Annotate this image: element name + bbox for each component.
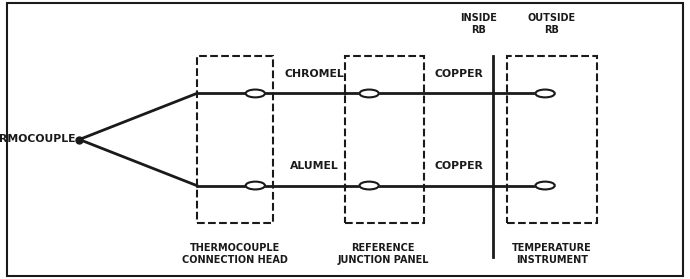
Text: CHROMEL: CHROMEL (284, 69, 344, 79)
Circle shape (535, 182, 555, 189)
Bar (197, 56, 273, 223)
Circle shape (359, 182, 379, 189)
Text: ALUMEL: ALUMEL (290, 161, 338, 171)
Text: COPPER: COPPER (435, 69, 483, 79)
Bar (345, 56, 424, 223)
Circle shape (246, 90, 265, 97)
Text: THERMOCOUPLE
CONNECTION HEAD: THERMOCOUPLE CONNECTION HEAD (181, 243, 288, 265)
Circle shape (246, 182, 265, 189)
Circle shape (359, 90, 379, 97)
Text: REFERENCE
JUNCTION PANEL: REFERENCE JUNCTION PANEL (337, 243, 428, 265)
Circle shape (535, 90, 555, 97)
Text: COPPER: COPPER (435, 161, 483, 171)
Text: TEMPERATURE
INSTRUMENT: TEMPERATURE INSTRUMENT (512, 243, 592, 265)
Bar (507, 56, 597, 223)
Text: THERMOCOUPLE: THERMOCOUPLE (0, 134, 76, 145)
Text: INSIDE
RB: INSIDE RB (460, 13, 497, 35)
Text: OUTSIDE
RB: OUTSIDE RB (528, 13, 576, 35)
